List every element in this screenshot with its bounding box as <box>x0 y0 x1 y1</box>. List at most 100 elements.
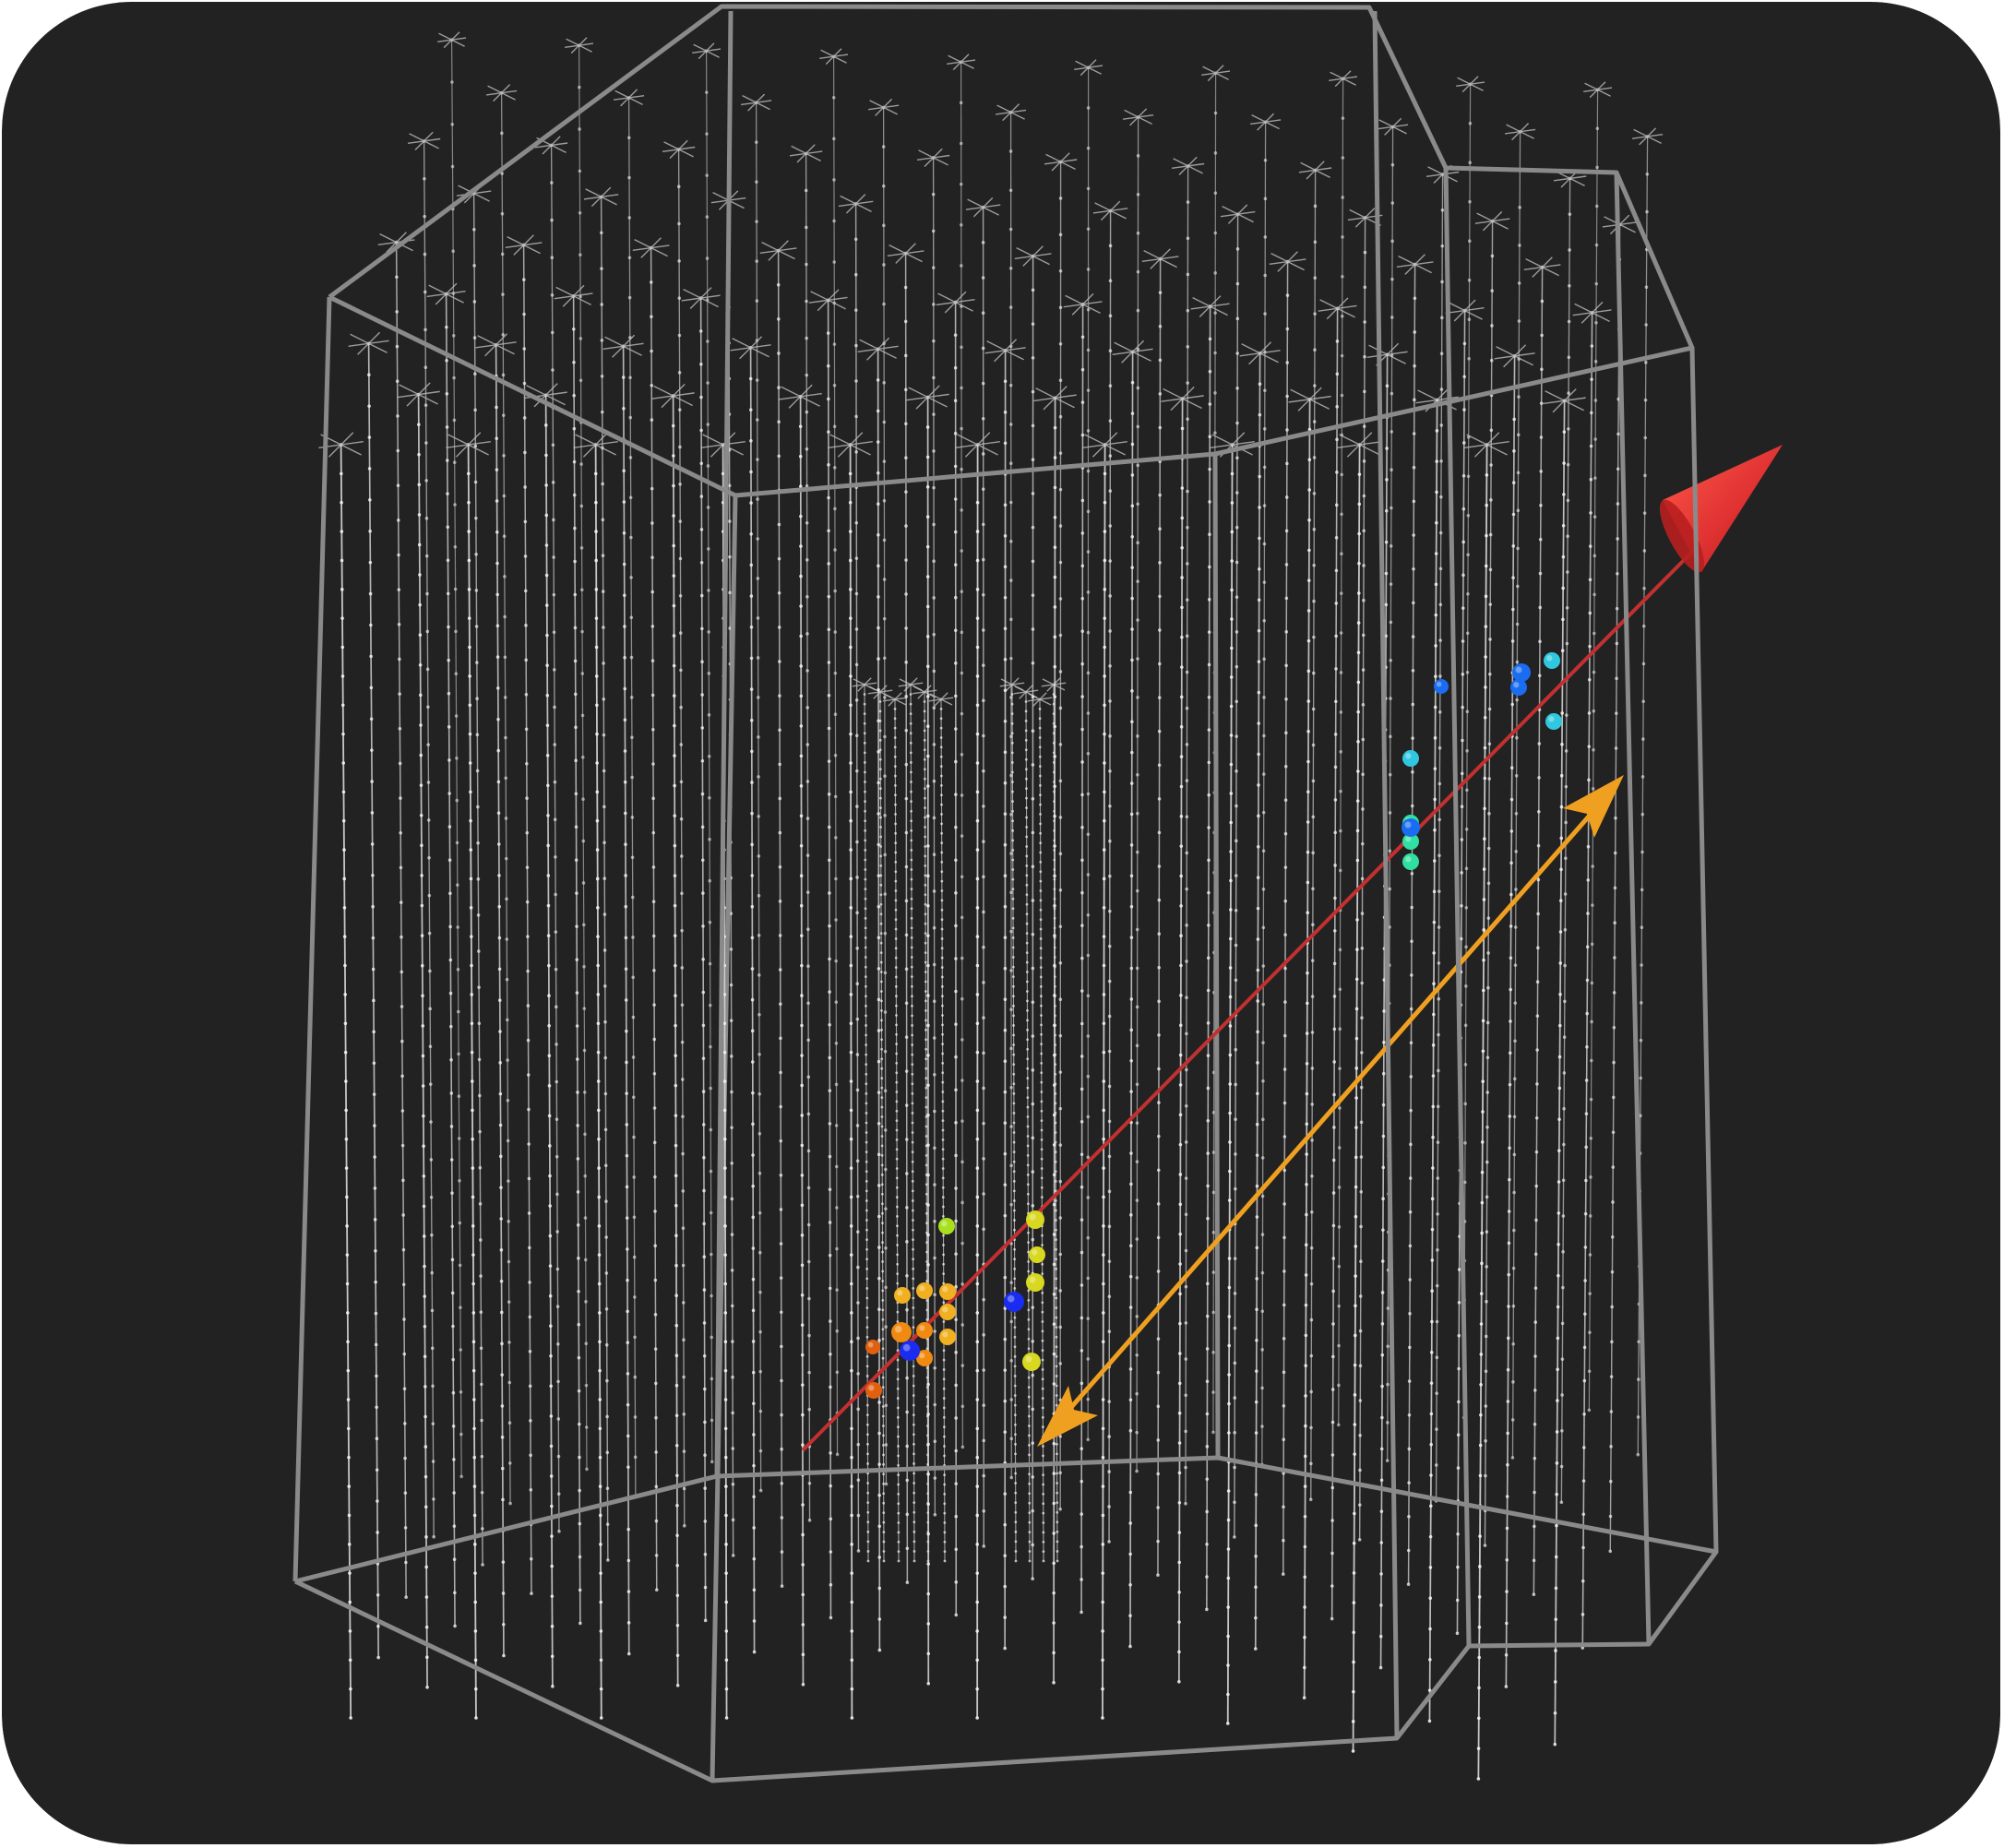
dom-hit <box>1026 1210 1044 1229</box>
surface-station-icon <box>662 139 696 159</box>
cone-arrowhead-icon <box>1659 445 1783 573</box>
surface-station-icon <box>868 98 900 116</box>
surface-station-icon <box>1220 204 1256 224</box>
surface-station-icon <box>1250 113 1282 131</box>
surface-station-icon <box>1074 59 1103 77</box>
surface-station-icon <box>1456 76 1485 93</box>
frame-edge <box>292 296 332 1582</box>
detector-string <box>1464 432 1509 1781</box>
detector-string <box>852 677 877 1563</box>
surface-station-icon <box>437 31 467 49</box>
surface-station-icon <box>1494 344 1535 368</box>
surface-station-icon <box>759 240 797 261</box>
surface-station-icon <box>1161 386 1204 411</box>
surface-station-icon <box>1112 340 1153 364</box>
detector-string <box>614 89 645 1499</box>
surface-station-icon <box>1288 387 1331 411</box>
distance-arrowhead-lower <box>1037 1386 1098 1447</box>
surface-station-icon <box>906 385 949 410</box>
detector-string <box>565 37 594 1472</box>
dom-hit <box>1512 663 1531 682</box>
detector-string <box>1044 152 1078 1511</box>
surface-station-icon <box>348 331 389 355</box>
frame-edge-inner <box>1212 453 1221 1459</box>
surface-station-icon <box>936 291 975 314</box>
surface-station-icon <box>446 432 491 458</box>
detector-string <box>602 334 644 1656</box>
detector-string <box>456 183 492 1567</box>
surface-station-icon <box>554 284 593 307</box>
dom-hit <box>1402 818 1420 837</box>
surface-station-icon <box>838 194 874 214</box>
detector-string <box>524 383 567 1688</box>
detector-string <box>1583 81 1613 1413</box>
detector-string <box>1239 341 1281 1651</box>
surface-station-icon <box>700 432 746 458</box>
surface-station-icon <box>632 237 670 258</box>
detector-string <box>916 148 950 1517</box>
dom-hit <box>916 1282 933 1299</box>
detector-string <box>407 131 441 1539</box>
dom-hit <box>900 1341 920 1361</box>
dom-hit <box>1510 679 1527 696</box>
detector-string <box>348 331 389 1660</box>
surface-station-icon <box>1583 81 1613 99</box>
dom-hits <box>865 652 1562 1399</box>
detector-string <box>583 186 619 1562</box>
surface-station-icon <box>1298 161 1332 180</box>
detector-string <box>1474 210 1510 1547</box>
dom-hit <box>939 1329 956 1345</box>
dom-hit <box>939 1304 956 1320</box>
detector-string <box>779 384 822 1687</box>
surface-station-icon <box>819 48 849 66</box>
detector-string <box>1190 295 1230 1612</box>
detector-string <box>1288 387 1331 1699</box>
surface-station-icon <box>692 42 722 60</box>
surface-station-icon <box>1445 299 1485 322</box>
surface-station-icon <box>1239 341 1281 365</box>
detector-string <box>965 197 1001 1548</box>
detector-string <box>1572 301 1612 1650</box>
detector-string <box>651 383 695 1687</box>
dom-hit <box>916 1350 933 1366</box>
detector-string <box>819 48 849 1457</box>
surface-station-icon <box>1190 295 1230 317</box>
surface-station-icon <box>1141 248 1179 269</box>
detector-string <box>1112 340 1153 1649</box>
detector-string <box>936 291 975 1617</box>
detector-string <box>887 243 924 1584</box>
dom-hit <box>1004 1292 1024 1312</box>
surface-station-icon <box>928 692 954 707</box>
surface-station-icon <box>1171 156 1205 175</box>
surface-station-icon <box>1329 70 1358 88</box>
dom-hit <box>1544 652 1560 669</box>
surface-station-icon <box>1543 388 1586 413</box>
detector-string <box>505 234 543 1595</box>
detector-string <box>759 240 797 1588</box>
detector-string <box>397 382 440 1689</box>
surface-station-icon <box>1378 117 1409 136</box>
detector-strings-front <box>318 232 1612 1781</box>
surface-station-icon <box>741 93 772 112</box>
detector-string <box>1415 387 1459 1723</box>
detector-string <box>554 284 593 1626</box>
detector-string <box>947 54 976 1449</box>
dom-hit <box>1402 853 1419 870</box>
detector-strings-back <box>407 31 1664 1567</box>
detector-string <box>955 432 1000 1720</box>
surface-station-icon <box>614 89 645 107</box>
surface-station-icon <box>1269 251 1306 272</box>
frame-edge <box>714 10 734 1477</box>
detector-string <box>984 339 1026 1651</box>
detector-string <box>1141 248 1179 1577</box>
detector-string <box>1505 123 1536 1460</box>
dom-hit <box>1402 750 1419 767</box>
surface-station-icon <box>1474 210 1510 232</box>
surface-station-icon <box>1044 152 1078 172</box>
dom-hit <box>1434 679 1449 694</box>
dom-hit <box>1029 1246 1045 1263</box>
frame-edge <box>1372 10 1400 1739</box>
